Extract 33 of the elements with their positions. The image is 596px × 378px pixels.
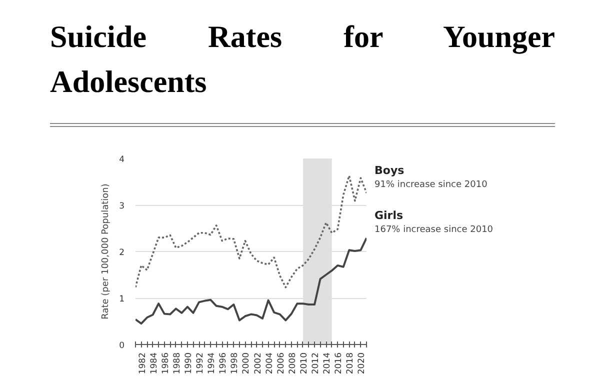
x-tick-label: 1992 [196, 352, 206, 374]
x-tick-label: 2018 [346, 352, 356, 374]
text: 167% increase since 2010 [374, 225, 494, 236]
series-label: Girls [374, 209, 404, 222]
x-tick-label: 1986 [160, 352, 171, 374]
x-tick-label: 2006 [276, 352, 286, 374]
x-tick-label: 1982 [138, 352, 148, 374]
x-tick-label: 2020 [357, 352, 368, 374]
x-tick-label: 2010 [299, 352, 310, 374]
y-tick-label: 1 [119, 294, 125, 304]
x-tick-label: 2016 [334, 352, 344, 374]
x-tick-label: 2004 [264, 352, 275, 374]
y-tick-label: 4 [119, 155, 125, 165]
x-tick-label: 2008 [288, 352, 298, 374]
y-tick-label: 2 [119, 248, 125, 258]
series-label: Boys [374, 164, 405, 177]
text: 91% increase since 2010 [374, 180, 488, 190]
y-tick-label: 3 [119, 202, 125, 212]
line-series [136, 237, 366, 325]
x-tick-label: 1984 [149, 352, 160, 374]
y-axis-title: Rate (per 100,000 Population) [101, 184, 112, 320]
x-tick-label: 1994 [207, 352, 218, 374]
x-tick-label: 1990 [184, 352, 194, 374]
x-tick-label: 2000 [242, 352, 252, 374]
x-tick-label: 2014 [322, 352, 333, 374]
chart-title: Suicide Rates for Younger Adolescents [50, 18, 555, 101]
x-tick-label: 1998 [230, 352, 240, 374]
y-tick-label: 0 [119, 341, 125, 351]
x-tick-label: 1988 [172, 352, 182, 374]
x-tick-label: 1996 [218, 352, 229, 374]
line-series [136, 174, 366, 288]
x-tick-label: 2002 [253, 352, 264, 374]
x-tick-label: 2012 [311, 352, 322, 374]
